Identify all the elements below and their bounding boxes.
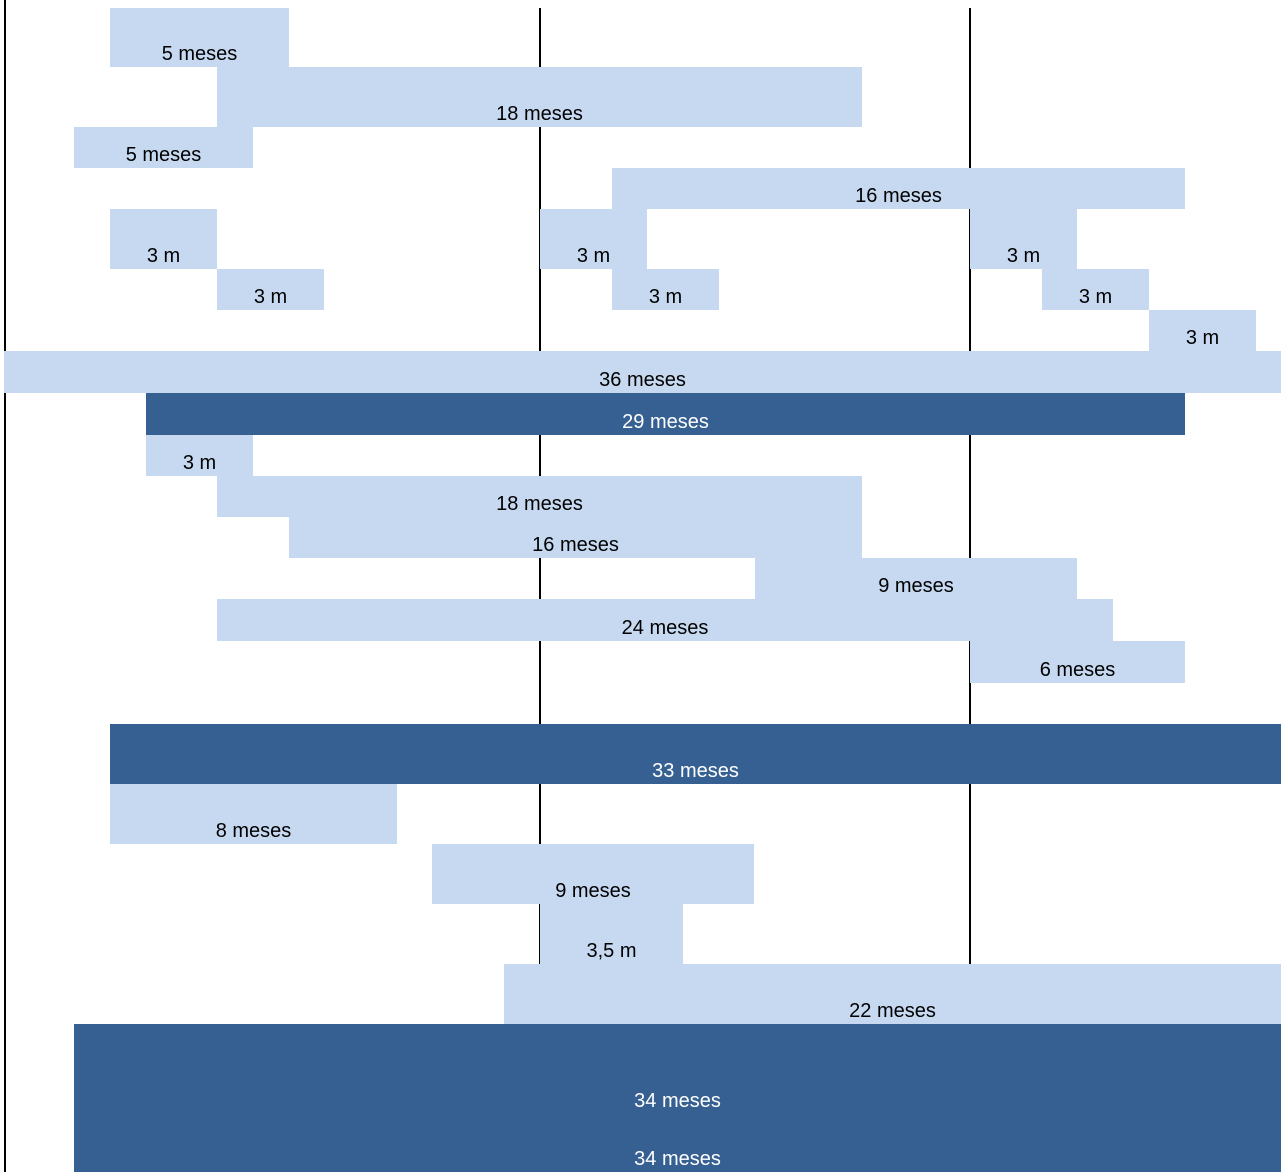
- task-bar: 16 meses: [612, 168, 1185, 209]
- task-bar: 22 meses: [504, 964, 1281, 1024]
- task-bar: 29 meses: [146, 393, 1185, 435]
- task-bar: 3 m: [217, 269, 324, 310]
- task-bar: 3 m: [612, 269, 719, 310]
- task-bar: 3 m: [970, 209, 1077, 269]
- task-bar: 33 meses: [110, 724, 1281, 784]
- task-bar: 24 meses: [217, 599, 1113, 641]
- task-bar-label: 34 meses: [634, 1148, 721, 1170]
- task-bar: 3 m: [540, 209, 647, 269]
- task-bar-label: 33 meses: [652, 760, 739, 782]
- task-bar-label: 18 meses: [496, 103, 583, 125]
- task-bar-label: 3 m: [253, 286, 288, 308]
- task-bar: 3 m: [1042, 269, 1149, 310]
- task-bar: 34 meses: [74, 1114, 1281, 1172]
- task-bar-label: 8 meses: [215, 820, 292, 842]
- task-bar: 3 m: [146, 435, 253, 476]
- task-bar-label: 3 m: [648, 286, 683, 308]
- task-bar: 3,5 m: [540, 904, 683, 964]
- task-bar-label: 9 meses: [878, 575, 954, 597]
- task-bar: 3 m: [110, 209, 217, 269]
- reference-line-2: [969, 8, 971, 1024]
- task-bar-label: 22 meses: [849, 1000, 936, 1022]
- task-bar-label: 3 m: [146, 245, 181, 267]
- task-bar: 3 m: [1149, 310, 1256, 351]
- task-bar-label: 16 meses: [855, 185, 942, 207]
- task-bar-label: 5 meses: [161, 43, 238, 65]
- task-bar: 8 meses: [110, 784, 397, 844]
- task-bar-label: 3 m: [1078, 286, 1113, 308]
- task-bar: 9 meses: [432, 844, 754, 904]
- task-bar: 5 meses: [110, 8, 289, 67]
- task-bar: 6 meses: [970, 641, 1185, 683]
- task-bar-label: 5 meses: [125, 144, 202, 166]
- task-bar-label: 3 m: [1006, 245, 1041, 267]
- task-bar: 18 meses: [217, 476, 862, 517]
- task-bar-label: 34 meses: [634, 1090, 721, 1112]
- task-bar-label: 24 meses: [621, 617, 709, 639]
- task-bar: 9 meses: [755, 558, 1077, 599]
- task-bar-label: 3 m: [182, 452, 217, 474]
- task-bar-label: 3 m: [576, 245, 611, 267]
- left-axis-line: [4, 0, 6, 1172]
- task-bar: 34 meses: [74, 1024, 1281, 1114]
- task-bar-label: 6 meses: [1039, 659, 1116, 681]
- task-bar-label: 18 meses: [496, 493, 583, 515]
- task-bar-label: 3 m: [1185, 327, 1220, 349]
- task-bar-label: 16 meses: [532, 534, 619, 556]
- task-bar: 5 meses: [74, 127, 253, 168]
- task-bar-label: 29 meses: [622, 411, 709, 433]
- task-bar-label: 36 meses: [599, 369, 686, 391]
- task-bar-label: 3,5 m: [586, 940, 637, 962]
- task-bar: 18 meses: [217, 67, 862, 127]
- task-bar: 36 meses: [4, 351, 1281, 393]
- task-bar-label: 9 meses: [555, 880, 631, 902]
- task-bar: 16 meses: [289, 517, 862, 558]
